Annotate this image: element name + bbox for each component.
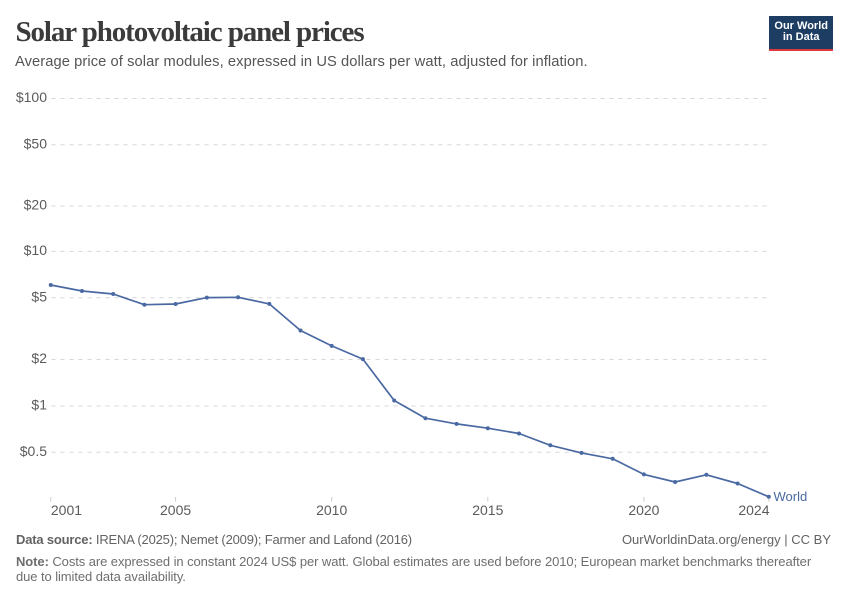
svg-text:2005: 2005 xyxy=(160,502,191,518)
svg-text:2020: 2020 xyxy=(628,502,659,518)
svg-text:2001: 2001 xyxy=(51,502,82,518)
svg-text:$10: $10 xyxy=(24,242,48,258)
svg-text:2024: 2024 xyxy=(738,502,769,518)
svg-text:2015: 2015 xyxy=(472,502,503,518)
svg-text:2010: 2010 xyxy=(316,502,347,518)
svg-text:$20: $20 xyxy=(24,197,48,213)
svg-text:$0.5: $0.5 xyxy=(20,443,47,459)
svg-text:World: World xyxy=(774,489,808,504)
svg-text:$50: $50 xyxy=(24,135,48,151)
svg-text:$1: $1 xyxy=(31,397,47,413)
svg-text:$100: $100 xyxy=(16,89,47,105)
svg-text:$5: $5 xyxy=(31,288,47,304)
svg-text:$2: $2 xyxy=(31,350,47,366)
